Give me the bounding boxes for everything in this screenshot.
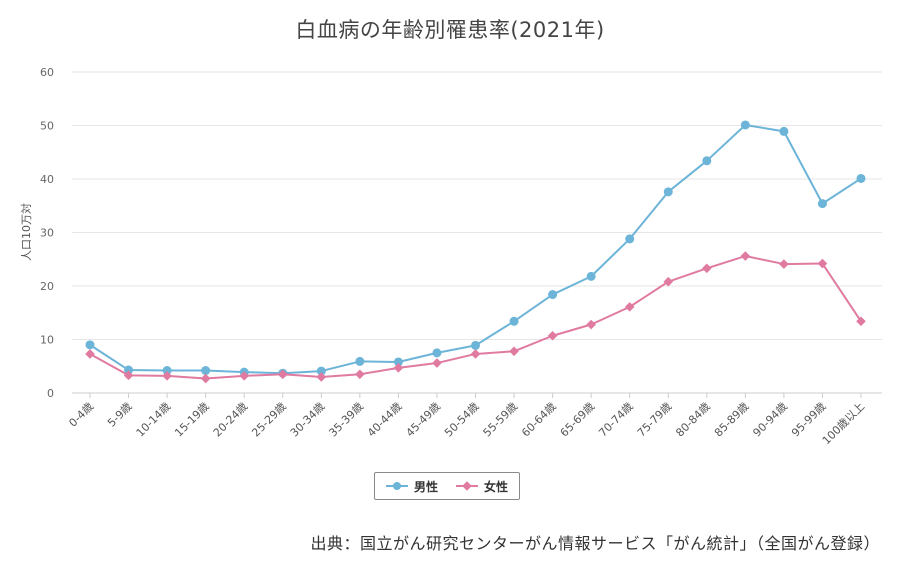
y-tick-label: 20	[40, 280, 54, 293]
x-tick-label: 95-99歳	[789, 400, 829, 440]
data-point	[85, 349, 95, 359]
data-point	[316, 372, 327, 382]
legend-label-male: 男性	[413, 479, 438, 494]
data-point	[509, 316, 519, 326]
data-point	[85, 340, 95, 350]
legend-item-male[interactable]: 男性	[385, 478, 438, 495]
data-point	[663, 187, 673, 197]
data-point	[779, 126, 789, 136]
x-tick-label: 90-94歳	[750, 400, 790, 440]
diamond-marker-icon	[456, 481, 478, 491]
x-tick-label: 40-44歳	[365, 400, 405, 440]
series	[85, 120, 866, 384]
y-tick-label: 0	[47, 387, 54, 400]
x-tick-label: 0-4歳	[66, 400, 96, 430]
data-point	[124, 365, 134, 375]
data-point	[471, 340, 480, 350]
data-point	[162, 366, 172, 376]
circle-marker-icon	[385, 481, 408, 491]
data-point	[740, 120, 750, 130]
series-line	[89, 123, 862, 375]
chart-title: 白血病の年齢別罹患率(2021年)	[295, 18, 605, 42]
data-point	[547, 330, 558, 341]
data-point	[277, 369, 288, 380]
y-tick-label: 50	[40, 120, 54, 133]
legend: 男性 女性	[374, 472, 520, 500]
data-point	[625, 234, 635, 244]
y-tick-label: 60	[40, 66, 54, 79]
data-point	[200, 373, 211, 384]
data-point	[432, 348, 442, 358]
x-tick-label: 25-29歳	[249, 400, 289, 440]
x-tick-label: 80-84歳	[673, 400, 713, 440]
series-female	[85, 251, 866, 384]
x-tick-label: 45-49歳	[403, 400, 443, 440]
x-tick-label: 30-34歳	[288, 400, 328, 440]
data-point	[355, 356, 365, 366]
x-tick-label: 5-9歳	[105, 400, 135, 430]
source-note: 出典：国立がん研究センターがん情報サービス「がん統計」（全国がん登録）	[310, 534, 880, 553]
data-point	[586, 271, 596, 281]
y-tick-label: 30	[40, 227, 54, 240]
y-tick-label: 10	[40, 334, 54, 347]
x-tick-label: 55-59歳	[481, 400, 521, 440]
x-tick-label: 70-74歳	[596, 400, 636, 440]
data-point	[355, 369, 365, 380]
legend-label-female: 女性	[484, 479, 509, 494]
data-point	[123, 370, 134, 381]
data-point	[817, 199, 827, 209]
data-point	[239, 371, 249, 381]
data-point	[856, 173, 866, 183]
x-axis: 0-4歳 5-9歳10-14歳15-19歳20-24歳25-29歳30-34歳35…	[66, 393, 867, 447]
data-point	[162, 371, 172, 381]
data-point	[393, 363, 404, 373]
data-point	[702, 263, 712, 274]
x-tick-label: 65-69歳	[558, 400, 598, 440]
data-point	[663, 276, 674, 287]
x-tick-label: 35-39歳	[326, 400, 366, 440]
x-tick-label: 50-54歳	[442, 400, 482, 440]
series-male	[85, 120, 866, 378]
data-point	[393, 357, 403, 367]
x-tick-label: 60-64歳	[519, 400, 559, 440]
x-tick-label: 15-19歳	[172, 400, 212, 440]
data-point	[201, 366, 211, 376]
data-point	[432, 358, 442, 368]
x-tick-label: 100歳以上	[820, 400, 867, 447]
x-tick-label: 10-14歳	[134, 400, 174, 440]
legend-item-female[interactable]: 女性	[456, 478, 508, 495]
data-point	[779, 259, 789, 269]
series-line	[89, 255, 862, 380]
data-point	[548, 290, 558, 300]
data-point	[817, 258, 828, 269]
data-point	[316, 366, 326, 376]
x-tick-label: 85-89歳	[712, 400, 752, 440]
y-axis-label: 人口10万対	[19, 203, 33, 261]
data-point	[702, 156, 712, 166]
data-point	[470, 349, 481, 359]
data-point	[856, 316, 866, 327]
y-axis: 0 10 20 30 40 50 60	[40, 66, 54, 400]
data-point	[586, 319, 596, 330]
x-tick-label: 75-79歳	[635, 400, 675, 440]
y-tick-label: 40	[40, 173, 54, 186]
x-tick-label: 20-24歳	[211, 400, 251, 440]
data-point	[624, 302, 635, 312]
data-point	[740, 251, 751, 261]
data-point	[509, 346, 519, 357]
